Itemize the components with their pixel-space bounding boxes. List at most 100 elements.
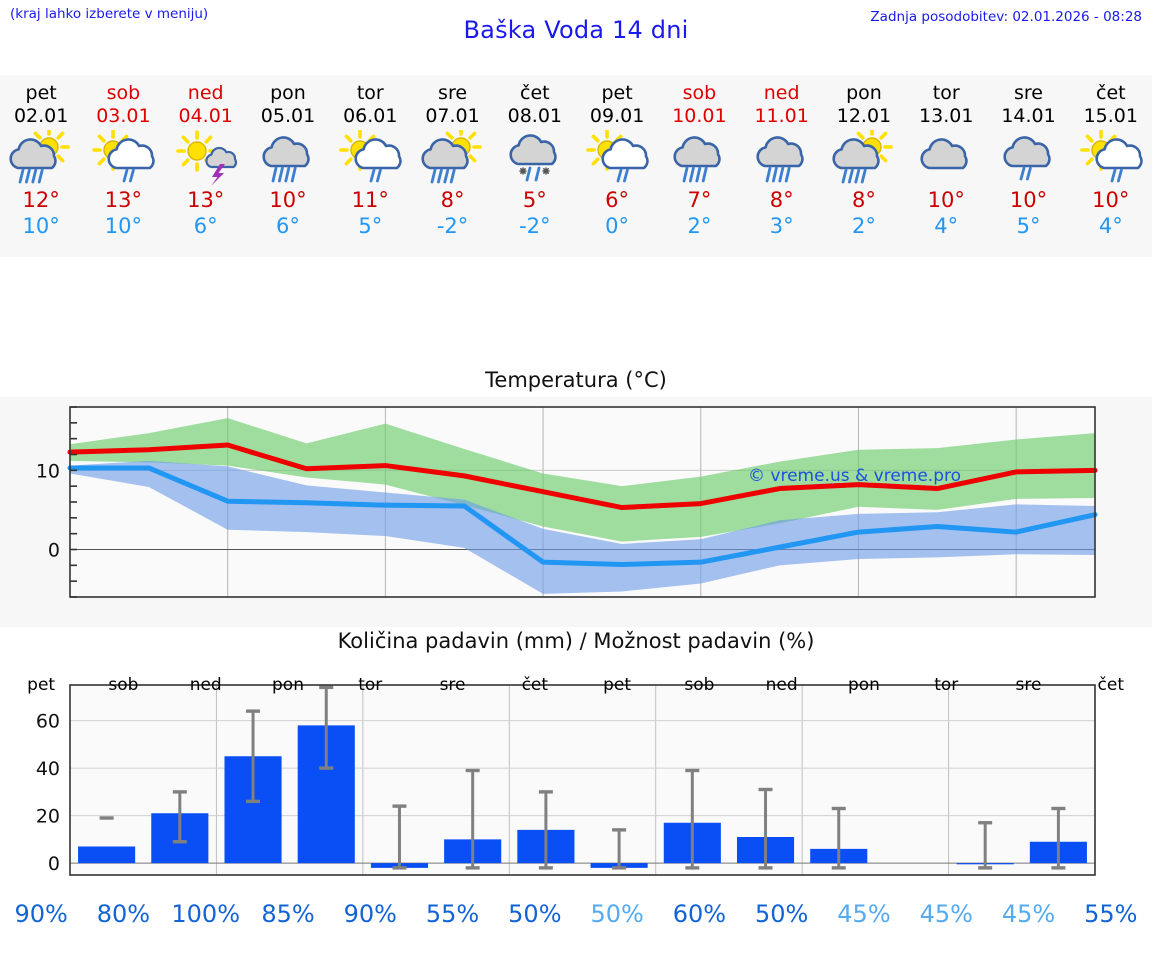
precipitation-day-label: pon [272, 675, 304, 695]
precipitation-chart: 0 20 40 60 [36, 684, 1096, 876]
precipitation-day-label: tor [358, 675, 383, 695]
day-date: 05.01 [260, 105, 316, 127]
day-date: 03.01 [96, 105, 151, 127]
day-name: pet [25, 82, 57, 104]
day-column-4[interactable]: tor 06.01 11° 5° [329, 75, 411, 257]
spacer [0, 257, 1152, 365]
day-max-temp: 11° [351, 188, 389, 212]
precipitation-probability-label: 85% [261, 900, 315, 928]
day-column-10[interactable]: pon 12.01 8° 2° [823, 75, 905, 257]
precipitation-probability-label: 90% [343, 900, 397, 928]
precipitation-day-label: čet [1097, 675, 1125, 695]
day-column-5[interactable]: sre 07.01 8° -2° [411, 75, 493, 257]
cloud-rain-icon [663, 130, 735, 186]
day-date: 07.01 [425, 105, 480, 127]
day-min-temp: -2° [519, 214, 551, 238]
day-name: tor [932, 82, 960, 104]
day-max-temp: 7° [687, 188, 712, 212]
precipitation-probability-label: 55% [1084, 900, 1138, 928]
day-min-temp: 10° [104, 214, 143, 238]
day-max-temp: 8° [852, 188, 876, 212]
page-header: (kraj lahko izberete v meniju) Baška Vod… [0, 0, 1152, 75]
precipitation-day-labels: pet sob ned pon tor sre čet pet sob ned pon tor sre č… [0, 675, 1152, 697]
day-min-temp: 4° [1098, 214, 1123, 238]
day-date: 04.01 [178, 105, 233, 127]
day-max-temp: 10° [269, 188, 307, 212]
precipitation-probability-label: 50% [755, 900, 809, 928]
day-name: pet [601, 82, 633, 104]
day-column-3[interactable]: pon 05.01 10° 6° [247, 75, 329, 257]
daily-forecast-strip: pet 02.01 12° 10° sob 03.01 13° 10° ned 04.01 1… [0, 75, 1152, 257]
precipitation-probability-label: 80% [96, 900, 151, 928]
svg-text:20: 20 [36, 806, 60, 828]
day-column-8[interactable]: sob 10.01 7° 2° [658, 75, 740, 257]
day-column-6[interactable]: čet 08.01 5° -2° [494, 75, 576, 257]
day-column-1[interactable]: sob 03.01 13° 10° [82, 75, 164, 257]
day-column-9[interactable]: ned 11.01 8° 3° [741, 75, 823, 257]
cloud-icon [910, 130, 982, 186]
day-date: 13.01 [919, 105, 974, 127]
day-min-temp: 2° [852, 214, 876, 238]
precipitation-day-label: tor [934, 675, 959, 695]
day-date: 15.01 [1083, 105, 1138, 127]
temperature-chart-title: Temperatura (°C) [0, 365, 1152, 397]
day-min-temp: 10° [22, 214, 60, 238]
svg-text:0: 0 [48, 853, 60, 875]
menu-hint-text: (kraj lahko izberete v meniju) [10, 6, 209, 22]
precipitation-day-label: sob [684, 675, 715, 695]
day-column-11[interactable]: tor 13.01 10° 4° [905, 75, 987, 257]
day-column-13[interactable]: čet 15.01 10° 4° [1070, 75, 1152, 257]
precipitation-chart-title: Količina padavin (mm) / Možnost padavin … [337, 629, 815, 653]
day-name: pon [846, 82, 882, 104]
day-name: sob [682, 82, 717, 104]
sun-cloud-lightrain-icon [334, 130, 406, 186]
sun-cloud-lightrain-icon [581, 130, 653, 186]
precipitation-probability-label: 90% [14, 900, 68, 928]
day-min-temp: 5° [1016, 214, 1041, 238]
day-date: 12.01 [836, 105, 892, 127]
day-min-temp: 0° [605, 214, 630, 238]
sun-cloud-rain-icon [828, 130, 900, 186]
day-max-temp: 10° [1092, 188, 1130, 212]
day-date: 08.01 [507, 105, 563, 127]
day-name: pon [270, 82, 306, 104]
precipitation-probability-label: 50% [590, 900, 644, 928]
svg-text:60: 60 [36, 711, 60, 733]
day-max-temp: 13° [187, 188, 225, 212]
precipitation-probability-label: 45% [1001, 900, 1056, 928]
day-column-0[interactable]: pet 02.01 12° 10° [0, 75, 82, 257]
precipitation-chart-section: Količina padavin (mm) / Možnost padavin … [0, 627, 1152, 965]
svg-text:0: 0 [48, 540, 60, 562]
precipitation-day-label: pet [27, 675, 56, 695]
day-max-temp: 6° [605, 188, 630, 212]
day-max-temp: 8° [440, 188, 465, 212]
sun-cloud-lightrain-icon [87, 130, 159, 186]
precipitation-probability-label: 60% [672, 900, 727, 928]
precipitation-probability-label: 50% [508, 900, 562, 928]
day-max-temp: 5° [522, 188, 547, 212]
precipitation-day-label: sre [439, 675, 466, 695]
day-date: 09.01 [589, 105, 645, 127]
cloud-rain-icon [252, 130, 324, 186]
day-name: ned [763, 82, 800, 104]
day-min-temp: 6° [276, 214, 300, 238]
day-date: 06.01 [343, 105, 398, 127]
day-column-7[interactable]: pet 09.01 6° 0° [576, 75, 658, 257]
precipitation-probability-label: 100% [171, 900, 241, 928]
cloud-rain-icon [746, 130, 818, 186]
day-min-temp: -2° [436, 214, 469, 238]
cloud-lightrain-icon [993, 130, 1065, 186]
precipitation-probability-label: 55% [425, 900, 480, 928]
day-column-12[interactable]: sre 14.01 10° 5° [987, 75, 1069, 257]
svg-text:40: 40 [36, 758, 60, 780]
temperature-chart-section: Temperatura (°C) 0 10 [0, 365, 1152, 627]
precipitation-day-label: čet [521, 675, 549, 695]
svg-text:10: 10 [36, 460, 60, 482]
day-max-temp: 10° [927, 188, 965, 212]
day-name: tor [356, 82, 384, 104]
day-column-2[interactable]: ned 04.01 13° 6° [165, 75, 247, 257]
day-name: čet [520, 82, 550, 104]
day-max-temp: 12° [22, 188, 60, 212]
day-max-temp: 10° [1009, 188, 1048, 212]
sun-cloud-rain-icon [417, 130, 489, 186]
